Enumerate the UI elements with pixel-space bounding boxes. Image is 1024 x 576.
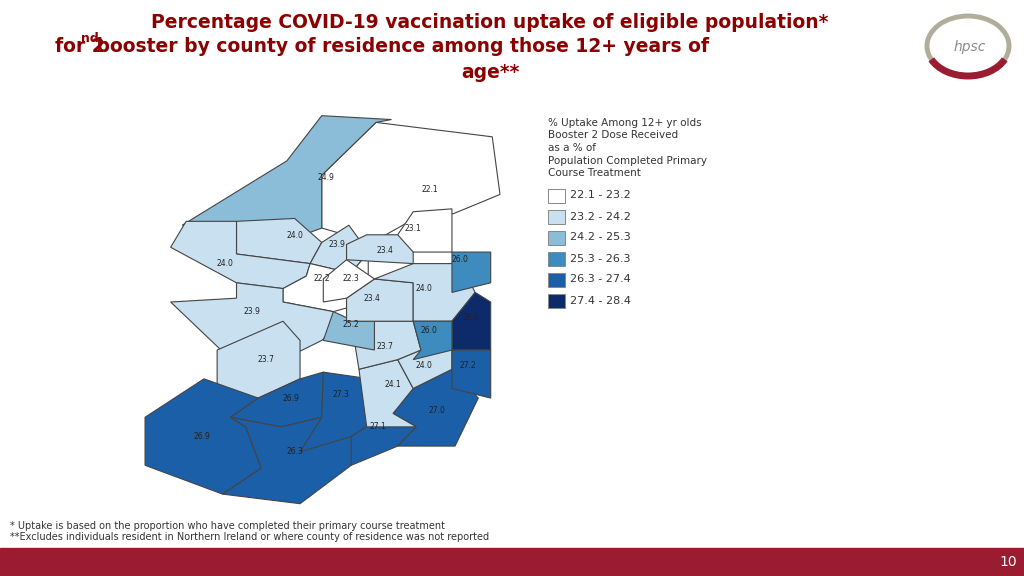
Polygon shape bbox=[230, 372, 324, 427]
Text: 26.3: 26.3 bbox=[286, 448, 303, 456]
Bar bbox=[548, 230, 565, 244]
Polygon shape bbox=[393, 369, 478, 446]
Polygon shape bbox=[397, 350, 452, 388]
Text: 10: 10 bbox=[999, 555, 1017, 569]
Text: 24.0: 24.0 bbox=[286, 231, 303, 240]
Text: booster by county of residence among those 12+ years of: booster by county of residence among tho… bbox=[90, 37, 709, 56]
Text: 27.4 - 28.4: 27.4 - 28.4 bbox=[570, 295, 631, 305]
Text: 24.0: 24.0 bbox=[416, 361, 432, 370]
Text: age**: age** bbox=[461, 63, 519, 81]
Polygon shape bbox=[346, 279, 414, 321]
Text: 23.7: 23.7 bbox=[377, 342, 394, 351]
Bar bbox=[548, 188, 565, 203]
Text: 27.3: 27.3 bbox=[333, 390, 349, 399]
Polygon shape bbox=[351, 414, 417, 465]
Text: as a % of: as a % of bbox=[548, 143, 596, 153]
Polygon shape bbox=[324, 312, 375, 350]
Text: Percentage COVID-19 vaccination uptake of eligible population*: Percentage COVID-19 vaccination uptake o… bbox=[152, 13, 828, 32]
Polygon shape bbox=[310, 225, 369, 273]
Text: 24.9: 24.9 bbox=[317, 173, 334, 181]
Polygon shape bbox=[359, 359, 417, 427]
Bar bbox=[548, 252, 565, 266]
Polygon shape bbox=[452, 350, 490, 398]
Text: 23.1: 23.1 bbox=[404, 223, 422, 233]
Text: for 2: for 2 bbox=[55, 37, 104, 56]
Text: 26.0: 26.0 bbox=[452, 255, 468, 264]
Polygon shape bbox=[346, 235, 414, 264]
Polygon shape bbox=[354, 321, 421, 369]
Text: 22.1 - 23.2: 22.1 - 23.2 bbox=[570, 191, 631, 200]
Polygon shape bbox=[452, 293, 490, 350]
Bar bbox=[548, 210, 565, 223]
Text: **Excludes individuals resident in Northern Ireland or where county of residence: **Excludes individuals resident in North… bbox=[10, 532, 489, 542]
Text: 22.1: 22.1 bbox=[422, 185, 438, 194]
Polygon shape bbox=[145, 379, 261, 494]
Text: 27.1: 27.1 bbox=[370, 422, 386, 431]
Polygon shape bbox=[237, 218, 322, 264]
Text: 27.2: 27.2 bbox=[459, 361, 476, 370]
Text: Population Completed Primary: Population Completed Primary bbox=[548, 156, 707, 165]
Polygon shape bbox=[283, 252, 369, 312]
Text: Booster 2 Dose Received: Booster 2 Dose Received bbox=[548, 131, 678, 141]
Text: 23.9: 23.9 bbox=[244, 307, 260, 316]
Polygon shape bbox=[375, 264, 475, 321]
Text: 24.2 - 25.3: 24.2 - 25.3 bbox=[570, 233, 631, 242]
Text: 23.2 - 24.2: 23.2 - 24.2 bbox=[570, 211, 631, 222]
Polygon shape bbox=[414, 321, 452, 359]
Text: 26.3 - 27.4: 26.3 - 27.4 bbox=[570, 275, 631, 285]
Polygon shape bbox=[222, 417, 354, 503]
Text: 26.0: 26.0 bbox=[420, 327, 437, 335]
Text: Course Treatment: Course Treatment bbox=[548, 168, 641, 178]
Text: * Uptake is based on the proportion who have completed their primary course trea: * Uptake is based on the proportion who … bbox=[10, 521, 445, 531]
Polygon shape bbox=[182, 116, 391, 242]
Text: 23.4: 23.4 bbox=[364, 294, 381, 302]
Text: % Uptake Among 12+ yr olds: % Uptake Among 12+ yr olds bbox=[548, 118, 701, 128]
Text: 22.2: 22.2 bbox=[313, 274, 330, 283]
Text: 26.9: 26.9 bbox=[283, 393, 299, 403]
Bar bbox=[548, 272, 565, 286]
Polygon shape bbox=[397, 209, 452, 252]
Polygon shape bbox=[171, 221, 310, 289]
Text: 28.0: 28.0 bbox=[462, 313, 479, 322]
Text: 24.0: 24.0 bbox=[216, 259, 233, 268]
Polygon shape bbox=[171, 283, 343, 359]
Text: 23.7: 23.7 bbox=[257, 355, 274, 364]
Polygon shape bbox=[217, 321, 300, 398]
Bar bbox=[0, 548, 1024, 576]
Text: 26.9: 26.9 bbox=[194, 432, 210, 441]
Text: 23.4: 23.4 bbox=[377, 245, 394, 255]
Text: 23.9: 23.9 bbox=[329, 240, 346, 249]
Text: 25.2: 25.2 bbox=[343, 320, 359, 328]
Text: 24.0: 24.0 bbox=[416, 284, 432, 293]
Text: 25.3 - 26.3: 25.3 - 26.3 bbox=[570, 253, 631, 263]
Polygon shape bbox=[452, 252, 490, 293]
Polygon shape bbox=[300, 372, 370, 452]
Text: 27.0: 27.0 bbox=[428, 406, 444, 415]
Text: hpsc: hpsc bbox=[953, 40, 986, 54]
Text: 22.3: 22.3 bbox=[343, 274, 359, 283]
Text: nd: nd bbox=[81, 32, 98, 46]
Polygon shape bbox=[324, 260, 375, 302]
Polygon shape bbox=[322, 123, 500, 242]
Text: 24.1: 24.1 bbox=[385, 380, 401, 389]
Bar bbox=[548, 294, 565, 308]
